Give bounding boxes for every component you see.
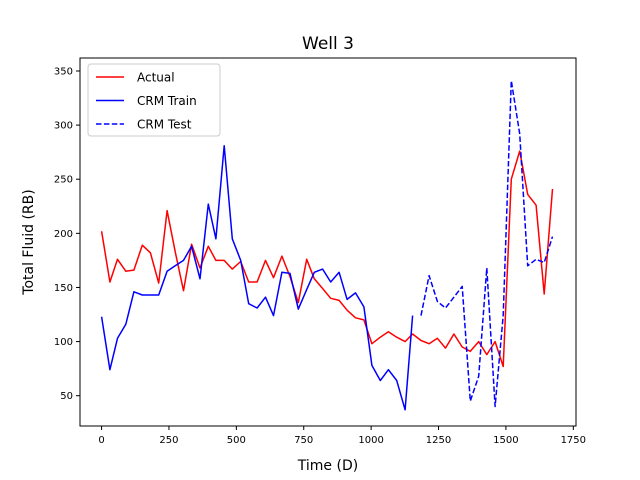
y-tick-label: 300 — [54, 121, 73, 132]
x-tick-label: 250 — [159, 435, 178, 446]
y-axis-label: Total Fluid (RB) — [21, 189, 37, 295]
axes-frame — [79, 57, 577, 427]
y-tick-label: 350 — [54, 66, 73, 77]
legend-label: Actual — [137, 71, 175, 85]
x-tick-label: 1250 — [426, 435, 451, 446]
x-tick-label: 0 — [98, 435, 104, 446]
x-tick-label: 1000 — [358, 435, 383, 446]
x-axis: 0 250 500 750 1000 1250 1500 1750 — [98, 426, 586, 446]
x-tick-label: 750 — [294, 435, 313, 446]
y-tick-label: 200 — [54, 229, 73, 240]
chart-title: Well 3 — [302, 34, 354, 54]
y-tick-label: 150 — [54, 283, 73, 294]
plot-lines — [100, 79, 554, 411]
x-tick-label: 1750 — [561, 435, 586, 446]
y-axis: 50 100 150 200 250 300 350 — [54, 66, 80, 402]
y-tick-label: 50 — [60, 391, 73, 402]
legend: Actual CRM Train CRM Test — [87, 63, 221, 137]
x-tick-label: 500 — [227, 435, 246, 446]
x-tick-label: 1500 — [493, 435, 518, 446]
legend-label: CRM Test — [137, 118, 192, 132]
series-line-crm-test — [420, 79, 554, 408]
legend-label: CRM Train — [137, 94, 197, 108]
y-tick-label: 100 — [54, 337, 73, 348]
series-line-actual — [100, 150, 554, 368]
y-tick-label: 250 — [54, 175, 73, 186]
x-axis-label: Time (D) — [297, 458, 358, 474]
legend-box — [87, 63, 221, 137]
series-line-crm-train — [100, 144, 414, 411]
